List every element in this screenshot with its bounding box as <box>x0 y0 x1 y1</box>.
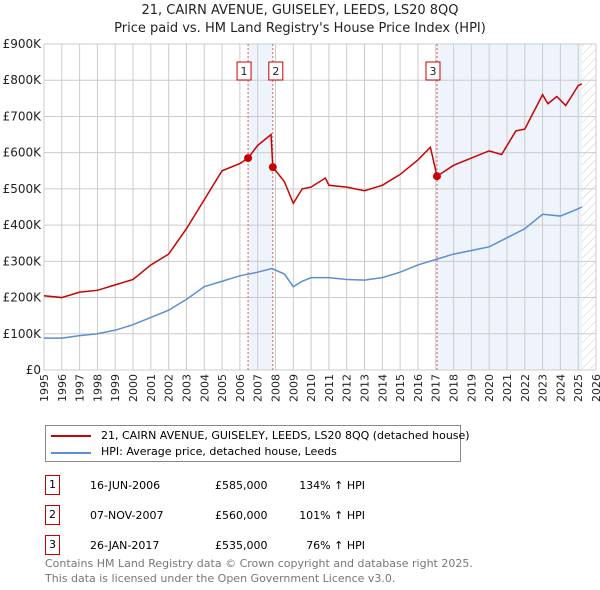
x-tick-label: 2025 <box>572 374 585 402</box>
x-tick-label: 2002 <box>163 374 176 402</box>
x-tick-label: 2020 <box>483 374 496 402</box>
x-tick-label: 2016 <box>412 374 425 402</box>
chart-subtitle: Price paid vs. HM Land Registry's House … <box>114 21 486 36</box>
transaction-row: 1 16-JUN-2006 £585,000 134% ↑ HPI <box>45 475 445 495</box>
sale-label-box <box>268 61 284 81</box>
y-tick-label: £500K <box>3 182 43 196</box>
chart-title: 21, CAIRN AVENUE, GUISELEY, LEEDS, LS20 … <box>141 3 459 18</box>
transaction-price: £560,000 <box>215 509 268 522</box>
x-tick-label: 2015 <box>394 374 407 402</box>
x-tick-label: 2013 <box>359 374 372 402</box>
x-tick-label: 1998 <box>91 374 104 402</box>
x-tick-label: 2024 <box>554 374 567 402</box>
transaction-date: 07-NOV-2007 <box>90 509 164 522</box>
legend-property: 21, CAIRN AVENUE, GUISELEY, LEEDS, LS20 … <box>101 429 470 442</box>
x-tick-label: 2004 <box>198 374 211 402</box>
x-tick-label: 2011 <box>323 374 336 402</box>
x-tick-label: 2000 <box>127 374 140 402</box>
transaction-date: 26-JAN-2017 <box>90 539 160 552</box>
x-tick-label: 2003 <box>180 374 193 402</box>
shaded-period <box>248 44 273 370</box>
footer-line-1: Contains HM Land Registry data © Crown c… <box>45 557 473 570</box>
x-tick-label: 2018 <box>448 374 461 402</box>
x-tick-label: 2014 <box>376 374 389 402</box>
series-line <box>43 83 583 299</box>
y-tick-label: £600K <box>3 146 43 160</box>
transaction-hpi: 134% ↑ HPI <box>299 479 365 492</box>
x-tick-label: 2021 <box>501 374 514 402</box>
x-tick-label: 2005 <box>216 374 229 402</box>
legend: 21, CAIRN AVENUE, GUISELEY, LEEDS, LS20 … <box>45 425 470 462</box>
legend-swatch-hpi <box>51 452 91 454</box>
y-tick-label: £800K <box>3 73 43 87</box>
x-tick-label: 1995 <box>38 374 51 402</box>
x-tick-label: 2022 <box>519 374 532 402</box>
transaction-marker: 1 <box>45 475 60 495</box>
x-tick-label: 2006 <box>234 374 247 402</box>
x-tick-label: 2009 <box>287 374 300 402</box>
footer-line-2: This data is licensed under the Open Gov… <box>45 572 396 585</box>
y-tick-label: £0 <box>26 363 41 377</box>
transaction-price: £585,000 <box>215 479 268 492</box>
y-tick-label: £900K <box>3 37 43 51</box>
x-tick-label: 2026 <box>590 374 600 402</box>
x-tick-label: 2019 <box>465 374 478 402</box>
transaction-row: 2 07-NOV-2007 £560,000 101% ↑ HPI <box>45 505 445 525</box>
transaction-hpi: 101% ↑ HPI <box>299 509 365 522</box>
x-tick-label: 2010 <box>305 374 318 402</box>
transaction-price: £535,000 <box>215 539 268 552</box>
y-tick-label: £700K <box>3 109 43 123</box>
transaction-row: 3 26-JAN-2017 £535,000 76% ↑ HPI <box>45 535 445 555</box>
price-chart: 1995 1996 1997 1998 1999 2000 2001 2002 2003 2004… <box>3 37 600 402</box>
x-tick-label: 2008 <box>269 374 282 402</box>
sale-point <box>268 163 277 172</box>
sale-label: 2 <box>272 65 279 78</box>
sale-label-box <box>236 61 252 81</box>
y-tick-label: £300K <box>3 254 43 268</box>
x-tick-label: 2007 <box>252 374 265 402</box>
legend-hpi: HPI: Average price, detached house, Leed… <box>101 445 337 458</box>
x-tick-label: 2017 <box>430 374 443 402</box>
series-line <box>44 206 583 339</box>
sale-point <box>244 154 253 163</box>
transaction-marker: 2 <box>45 505 60 525</box>
transaction-date: 16-JUN-2006 <box>90 479 161 492</box>
x-tick-label: 1999 <box>109 374 122 402</box>
sale-label: 3 <box>429 65 436 78</box>
x-tick-label: 2001 <box>145 374 158 402</box>
y-tick-label: £400K <box>3 218 43 232</box>
sale-label: 1 <box>241 65 248 78</box>
transaction-hpi: 76% ↑ HPI <box>306 539 365 552</box>
x-tick-label: 2023 <box>537 374 550 402</box>
sale-label-box <box>425 61 441 81</box>
y-tick-label: £200K <box>3 291 43 305</box>
x-tick-label: 1996 <box>56 374 69 402</box>
x-tick-label: 1997 <box>74 374 87 402</box>
x-tick-label: 2012 <box>341 374 354 402</box>
transaction-marker: 3 <box>45 535 60 555</box>
legend-swatch-property <box>51 435 91 437</box>
y-tick-label: £100K <box>3 327 43 341</box>
sale-point <box>432 172 441 181</box>
forecast-hatch <box>581 44 596 370</box>
